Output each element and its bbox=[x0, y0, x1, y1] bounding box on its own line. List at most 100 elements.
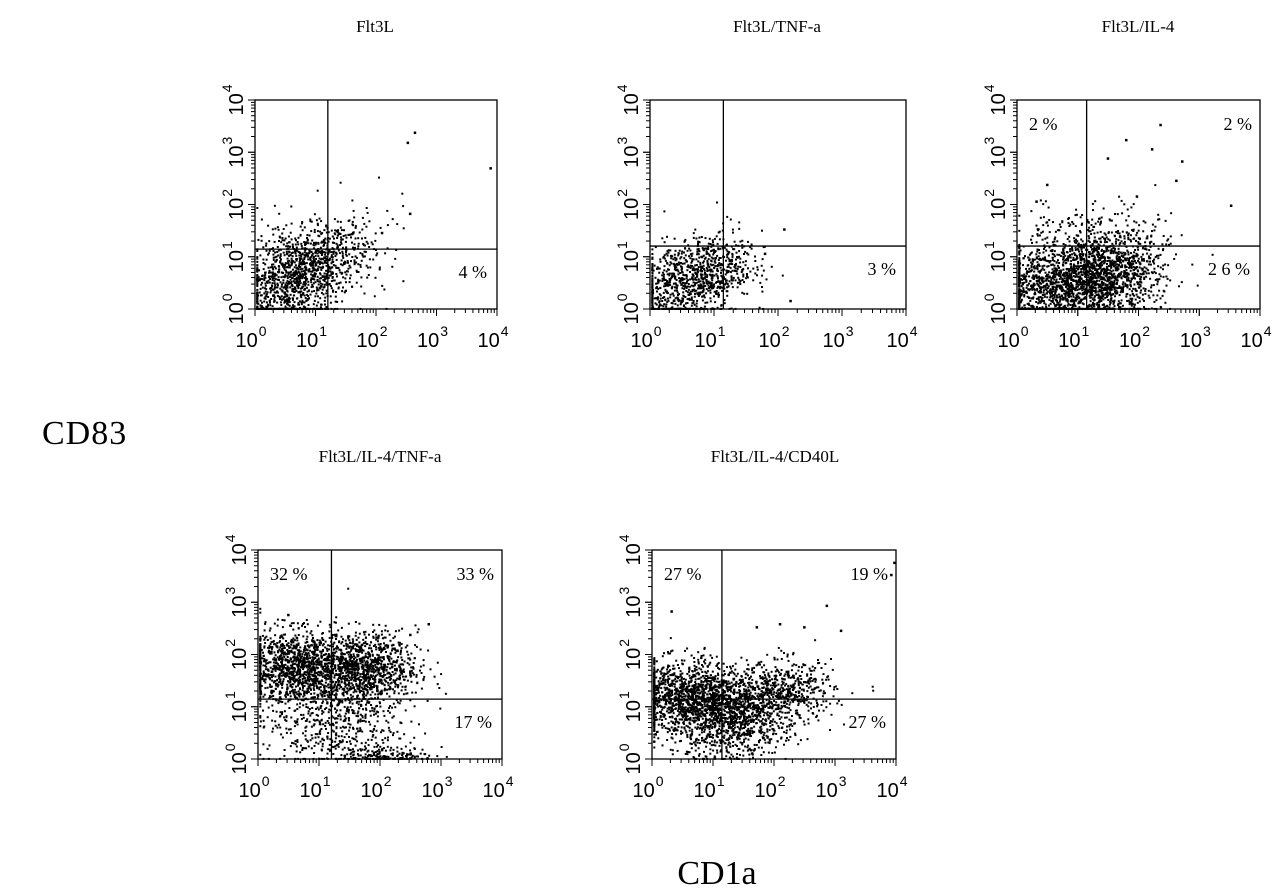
data-point bbox=[294, 243, 297, 246]
data-point bbox=[1091, 306, 1094, 309]
data-point bbox=[1076, 288, 1079, 291]
data-point bbox=[666, 273, 669, 276]
data-point bbox=[677, 273, 680, 276]
data-point bbox=[692, 285, 695, 288]
data-point bbox=[1098, 294, 1100, 297]
data-point bbox=[282, 265, 284, 268]
data-point bbox=[291, 255, 294, 258]
data-point bbox=[312, 269, 315, 272]
data-point bbox=[1077, 243, 1080, 246]
data-point bbox=[339, 233, 342, 235]
data-point bbox=[1064, 282, 1067, 285]
data-point bbox=[1018, 302, 1021, 305]
data-point bbox=[1068, 272, 1071, 275]
data-point bbox=[1093, 256, 1096, 259]
data-point bbox=[1122, 242, 1125, 245]
axis-ticks bbox=[643, 99, 907, 316]
data-point bbox=[1073, 237, 1076, 240]
data-point bbox=[680, 279, 683, 282]
data-point bbox=[325, 262, 328, 264]
data-point bbox=[1035, 257, 1038, 260]
data-point bbox=[1045, 305, 1048, 308]
data-point bbox=[260, 235, 263, 238]
y-tick-exponent: 1 bbox=[614, 241, 630, 249]
y-tick-exponent: 4 bbox=[219, 84, 235, 92]
data-point bbox=[1109, 262, 1112, 265]
data-point bbox=[1072, 258, 1075, 261]
data-point bbox=[735, 270, 738, 273]
data-point bbox=[1086, 220, 1089, 223]
data-point bbox=[720, 269, 723, 272]
data-point bbox=[1058, 274, 1061, 277]
data-point bbox=[668, 264, 671, 267]
data-point bbox=[316, 222, 319, 225]
data-point bbox=[260, 283, 263, 286]
data-point bbox=[310, 273, 313, 276]
data-point bbox=[1035, 297, 1038, 300]
data-point bbox=[371, 243, 374, 246]
data-point bbox=[679, 281, 682, 284]
data-point bbox=[306, 277, 309, 280]
data-point bbox=[1019, 278, 1022, 281]
data-point bbox=[1122, 251, 1125, 254]
data-point bbox=[701, 265, 703, 268]
data-point bbox=[1074, 241, 1076, 244]
data-point bbox=[658, 271, 661, 274]
data-point bbox=[665, 303, 668, 306]
data-point bbox=[1037, 298, 1040, 301]
data-point bbox=[1112, 269, 1115, 272]
data-point bbox=[318, 217, 321, 220]
data-point bbox=[1073, 264, 1076, 267]
data-point bbox=[1126, 285, 1129, 288]
data-point bbox=[320, 306, 322, 309]
data-point bbox=[651, 294, 654, 297]
data-point bbox=[684, 247, 686, 250]
quadrant-label-lower-right: 3 % bbox=[868, 259, 897, 279]
data-point bbox=[274, 256, 277, 259]
data-point bbox=[662, 291, 665, 294]
data-point bbox=[682, 298, 685, 300]
data-point bbox=[312, 257, 315, 260]
data-point bbox=[256, 306, 259, 309]
data-point bbox=[1119, 251, 1122, 254]
data-point bbox=[1144, 289, 1147, 292]
data-point bbox=[1123, 276, 1126, 278]
data-point bbox=[1157, 213, 1160, 216]
data-point bbox=[313, 290, 316, 292]
data-point bbox=[677, 254, 680, 257]
data-point bbox=[1030, 284, 1033, 287]
data-point bbox=[1078, 271, 1080, 274]
data-point bbox=[291, 288, 294, 291]
data-point bbox=[681, 250, 684, 253]
data-point bbox=[1113, 288, 1116, 291]
data-point bbox=[357, 237, 360, 240]
data-point bbox=[303, 288, 306, 291]
data-point bbox=[319, 230, 322, 233]
data-point bbox=[311, 239, 314, 242]
data-point bbox=[725, 271, 728, 274]
data-point bbox=[277, 265, 280, 268]
data-point bbox=[354, 237, 357, 240]
data-point bbox=[1039, 291, 1042, 294]
data-point bbox=[1106, 279, 1109, 282]
data-point bbox=[1056, 240, 1059, 243]
data-point bbox=[319, 297, 322, 300]
data-point bbox=[728, 262, 731, 265]
data-point bbox=[1116, 292, 1119, 295]
data-point bbox=[356, 270, 358, 273]
data-point bbox=[1072, 293, 1075, 296]
data-point bbox=[713, 283, 715, 286]
data-point bbox=[315, 264, 318, 267]
data-point bbox=[666, 235, 668, 238]
data-point bbox=[1139, 284, 1142, 287]
data-point bbox=[706, 268, 709, 271]
data-point bbox=[316, 267, 319, 270]
data-point bbox=[1076, 257, 1079, 259]
data-point bbox=[1052, 290, 1055, 293]
data-point bbox=[1123, 235, 1126, 238]
data-point bbox=[734, 264, 737, 267]
data-point bbox=[1081, 222, 1084, 225]
data-point bbox=[325, 269, 328, 272]
data-point bbox=[1108, 275, 1111, 278]
data-point bbox=[291, 306, 293, 309]
